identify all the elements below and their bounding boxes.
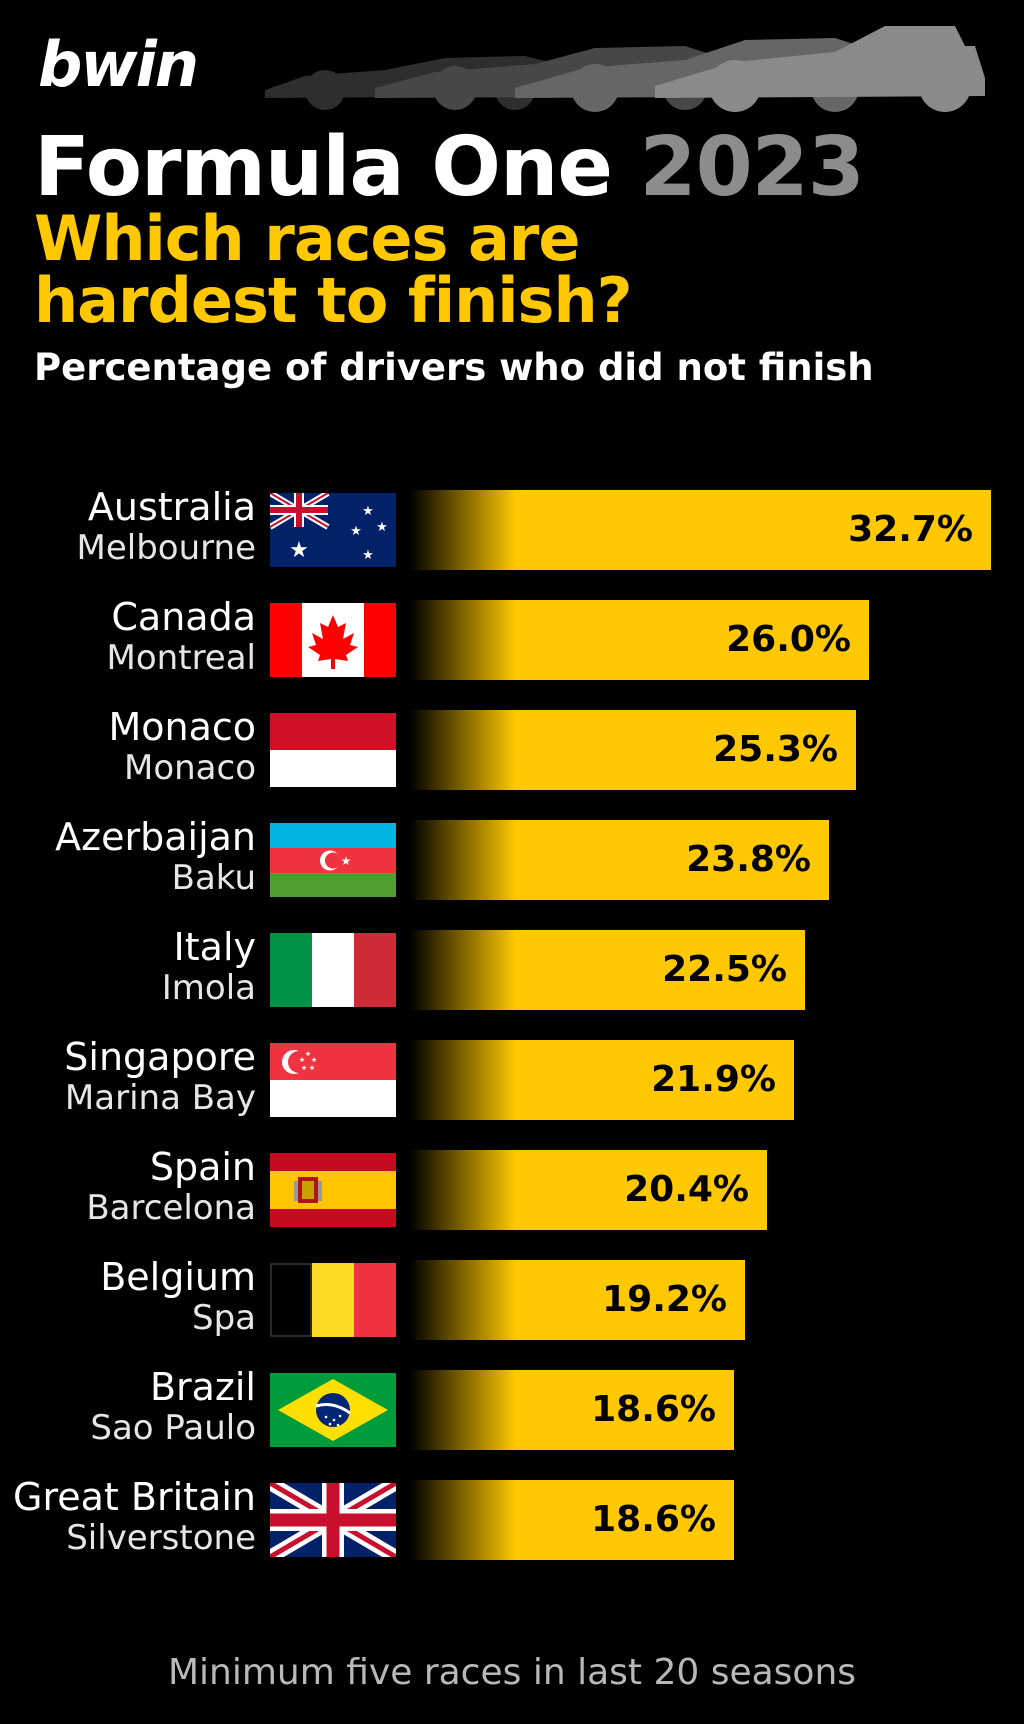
- row-label: Singapore Marina Bay: [64, 1036, 256, 1118]
- bar-value-label: 18.6%: [591, 1499, 716, 1540]
- row-label: Canada Montreal: [107, 596, 256, 678]
- great-britain-flag-icon: [270, 1483, 396, 1557]
- row-label: Belgium Spa: [100, 1256, 256, 1338]
- circuit-label: Baku: [171, 858, 256, 898]
- country-label: Singapore: [64, 1035, 256, 1079]
- bar-value-label: 23.8%: [686, 839, 811, 880]
- bar: 21.9%: [396, 1040, 794, 1120]
- bar: 26.0%: [396, 600, 869, 680]
- svg-text:★: ★: [362, 547, 374, 562]
- monaco-flag-icon: [270, 713, 396, 787]
- singapore-flag-icon: ★★ ★★ ★: [270, 1043, 396, 1117]
- country-label: Spain: [149, 1145, 256, 1189]
- circuit-label: Montreal: [106, 638, 256, 678]
- bar-value-label: 26.0%: [726, 619, 851, 660]
- country-label: Great Britain: [13, 1475, 256, 1519]
- canada-flag-icon: [270, 603, 396, 677]
- footnote: Minimum five races in last 20 seasons: [167, 1652, 857, 1693]
- chart-row: Singapore Marina Bay ★ ★ ★ ★ ★ 21.9%: [0, 1036, 1024, 1120]
- circuit-label: Marina Bay: [64, 1078, 256, 1118]
- page-title: Formula One 2023: [34, 120, 865, 215]
- circuit-label: Melbourne: [76, 528, 256, 568]
- country-label: Canada: [111, 595, 256, 639]
- chart-row: Australia Melbourne ★ ★ ★ ★ ★ 32.7%: [0, 486, 1024, 570]
- svg-text:★: ★: [311, 1056, 317, 1064]
- azerbaijan-flag-icon: ★: [270, 823, 396, 897]
- chart-row: Great Britain Silverstone 18.6%: [0, 1476, 1024, 1560]
- circuit-label: Imola: [161, 968, 256, 1008]
- country-label: Brazil: [149, 1365, 256, 1409]
- chart-row: Brazil Sao Paulo 18.6%: [0, 1366, 1024, 1450]
- bar: 18.6%: [396, 1370, 734, 1450]
- circuit-label: Spa: [192, 1298, 256, 1338]
- svg-text:★: ★: [305, 1050, 311, 1058]
- svg-text:★: ★: [362, 503, 374, 518]
- country-label: Australia: [87, 485, 256, 529]
- row-label: Australia Melbourne: [77, 486, 256, 568]
- bar: 20.4%: [396, 1150, 767, 1230]
- svg-text:★: ★: [299, 1056, 305, 1064]
- bar-value-label: 25.3%: [713, 729, 838, 770]
- country-label: Monaco: [108, 705, 256, 749]
- svg-text:★: ★: [301, 1064, 307, 1072]
- svg-text:★: ★: [341, 854, 352, 868]
- chart-row: Italy Imola 22.5%: [0, 926, 1024, 1010]
- bar-value-label: 20.4%: [624, 1169, 749, 1210]
- circuit-label: Monaco: [123, 748, 256, 788]
- bar: 23.8%: [396, 820, 829, 900]
- chart-row: Azerbaijan Baku ★ 23.8%: [0, 816, 1024, 900]
- title-year: 2023: [639, 120, 865, 215]
- country-label: Italy: [173, 925, 256, 969]
- headline-line-2: hardest to finish?: [34, 264, 633, 337]
- country-label: Azerbaijan: [55, 815, 256, 859]
- brazil-flag-icon: [270, 1373, 396, 1447]
- svg-text:★: ★: [309, 1064, 315, 1072]
- row-label: Monaco Monaco: [108, 706, 256, 788]
- svg-text:★: ★: [350, 523, 362, 538]
- country-label: Belgium: [100, 1255, 256, 1299]
- belgium-flag-icon: [270, 1263, 396, 1337]
- f1-cars-silhouette-icon: [265, 26, 985, 112]
- chart-row: Canada Montreal 26.0%: [0, 596, 1024, 680]
- row-label: Brazil Sao Paulo: [90, 1366, 256, 1448]
- bar: 19.2%: [396, 1260, 745, 1340]
- circuit-label: Sao Paulo: [90, 1408, 256, 1448]
- bar: 22.5%: [396, 930, 805, 1010]
- row-label: Azerbaijan Baku: [55, 816, 256, 898]
- bar-value-label: 22.5%: [662, 949, 787, 990]
- chart-subtitle: Percentage of drivers who did not finish: [34, 346, 874, 389]
- circuit-label: Barcelona: [86, 1188, 256, 1228]
- bar-value-label: 32.7%: [848, 509, 973, 550]
- chart-row: Belgium Spa 19.2%: [0, 1256, 1024, 1340]
- bwin-logo: bwin: [38, 28, 199, 101]
- headline: Which races are hardest to finish?: [34, 202, 633, 337]
- headline-line-1: Which races are: [34, 202, 580, 275]
- circuit-label: Silverstone: [66, 1518, 256, 1558]
- bar: 25.3%: [396, 710, 856, 790]
- australia-flag-icon: ★★★ ★★: [270, 493, 396, 567]
- italy-flag-icon: [270, 933, 396, 1007]
- bar-value-label: 19.2%: [602, 1279, 727, 1320]
- spain-flag-icon: [270, 1153, 396, 1227]
- bar-value-label: 18.6%: [591, 1389, 716, 1430]
- row-label: Great Britain Silverstone: [13, 1476, 256, 1558]
- chart-row: Spain Barcelona 20.4%: [0, 1146, 1024, 1230]
- row-label: Italy Imola: [162, 926, 256, 1008]
- svg-text:★: ★: [376, 519, 388, 534]
- row-label: Spain Barcelona: [86, 1146, 256, 1228]
- chart-row: Monaco Monaco 25.3%: [0, 706, 1024, 790]
- bar: 18.6%: [396, 1480, 734, 1560]
- bar: 32.7%: [396, 490, 991, 570]
- bar-value-label: 21.9%: [651, 1059, 776, 1100]
- title-main: Formula One: [34, 120, 613, 215]
- svg-text:★: ★: [289, 537, 309, 562]
